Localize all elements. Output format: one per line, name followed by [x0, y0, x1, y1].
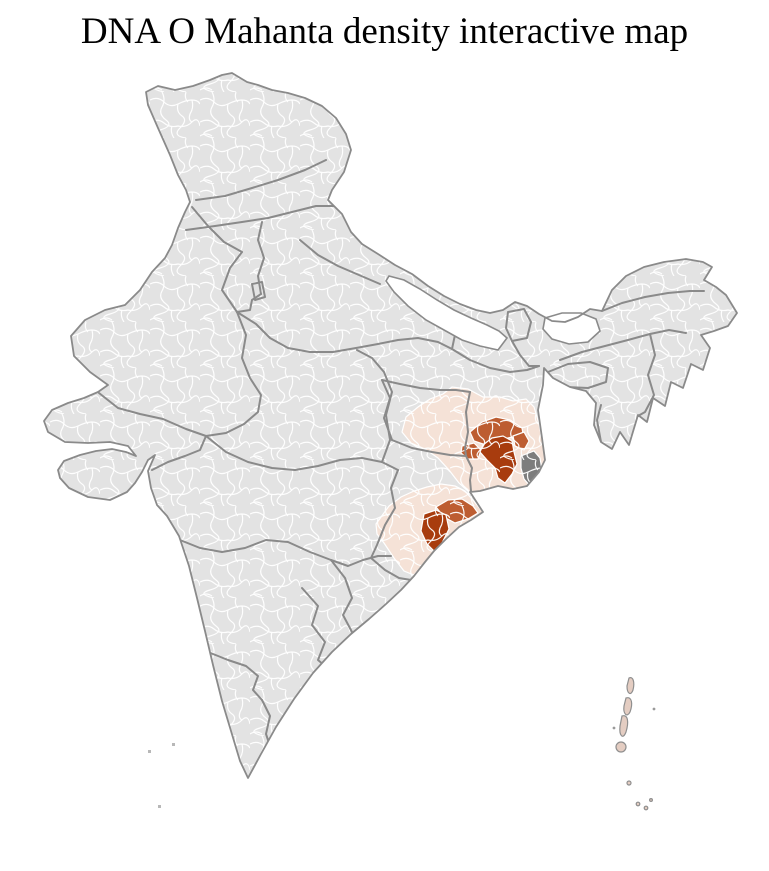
- andaman-nicobar-islands[interactable]: [612, 677, 656, 811]
- nepal-gap: [385, 275, 509, 351]
- lakshadweep-islands: [148, 743, 175, 808]
- bhutan-gap: [542, 312, 601, 345]
- map-title: DNA O Mahanta density interactive map: [80, 11, 689, 52]
- state-borders: [98, 159, 705, 768]
